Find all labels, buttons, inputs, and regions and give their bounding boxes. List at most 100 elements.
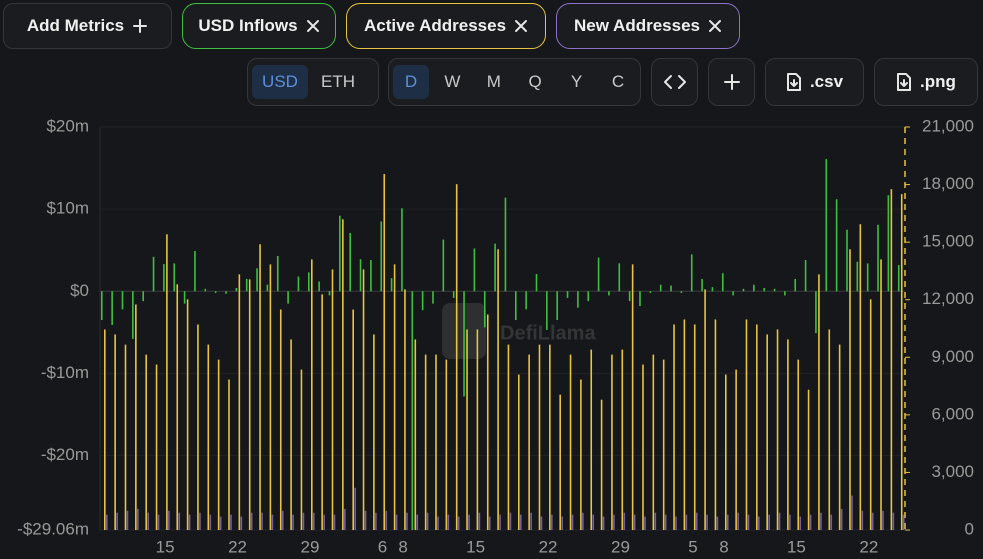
bar (166, 234, 168, 530)
x-tick-label: 29 (301, 537, 320, 556)
bar (869, 299, 872, 530)
y-tick-label: $20m (46, 116, 89, 135)
bar (659, 284, 662, 292)
bar (538, 344, 541, 530)
bar (342, 219, 344, 530)
bar (892, 512, 895, 530)
x-tick-label: 15 (156, 537, 175, 556)
bar (577, 291, 579, 308)
bar (747, 514, 750, 530)
bar (261, 512, 263, 530)
bar (611, 354, 613, 530)
bar (778, 512, 781, 530)
bar (176, 284, 179, 530)
bar (880, 259, 882, 530)
add-metrics-label: Add Metrics (26, 16, 125, 35)
bar (424, 354, 427, 530)
currency-option[interactable]: USD (252, 65, 308, 99)
bar (561, 516, 563, 530)
bar (352, 309, 354, 530)
bar (559, 394, 561, 530)
bar (758, 516, 760, 530)
metric-chip[interactable]: New Addresses (556, 3, 740, 49)
x-tick-label: 6 (378, 537, 387, 556)
add-chart-button[interactable] (708, 58, 755, 106)
bar (846, 229, 848, 292)
bar (121, 291, 124, 310)
bar (623, 512, 626, 530)
bar (279, 309, 282, 530)
bar (468, 514, 470, 530)
bar (373, 334, 375, 530)
bar (163, 264, 165, 292)
bar (773, 288, 776, 292)
bar (135, 304, 137, 530)
export-button[interactable]: .png (874, 58, 978, 106)
bar (571, 514, 574, 530)
bar (784, 291, 786, 296)
bar (556, 291, 558, 321)
bar (494, 243, 496, 292)
period-option[interactable]: Q (528, 72, 542, 91)
bar (701, 278, 703, 292)
bar (902, 514, 905, 530)
period-option[interactable]: M (486, 72, 501, 91)
bar (173, 263, 176, 292)
metric-chip[interactable]: USD Inflows (182, 3, 336, 49)
bar (145, 354, 147, 530)
embed-button[interactable] (651, 58, 698, 106)
bar (426, 512, 429, 530)
bar (675, 516, 677, 530)
bar (178, 512, 181, 530)
bar (566, 291, 569, 298)
bar (259, 244, 261, 530)
bar (745, 319, 748, 530)
bar (245, 278, 248, 292)
bar (266, 284, 269, 292)
period-option[interactable]: Y (570, 72, 583, 91)
bar (621, 349, 624, 530)
period-option[interactable]: D (393, 65, 429, 99)
currency-option[interactable]: ETH (321, 72, 355, 91)
bar (540, 516, 543, 530)
x-tick-label: 5 (688, 537, 697, 556)
bar (155, 364, 158, 530)
bar (890, 189, 893, 531)
bar (794, 278, 797, 292)
bar (799, 516, 802, 530)
bar (642, 364, 644, 530)
bar (530, 512, 532, 530)
metric-chip[interactable]: Active Addresses (346, 3, 546, 49)
export-button[interactable]: .csv (765, 58, 864, 106)
bar (370, 260, 372, 292)
add-metrics-button[interactable]: Add Metrics (3, 3, 172, 49)
bar (106, 514, 108, 530)
period-option[interactable]: C (611, 72, 625, 91)
close-icon (515, 20, 528, 32)
bar (608, 291, 610, 296)
bar (380, 221, 383, 292)
bar (685, 514, 688, 530)
bar (250, 512, 253, 530)
bar (359, 259, 362, 292)
bar (219, 516, 222, 530)
bar (240, 516, 243, 530)
period-option[interactable]: W (444, 72, 461, 91)
bar (825, 159, 828, 292)
bar (871, 512, 874, 530)
bar (856, 261, 859, 292)
bar (404, 289, 406, 530)
bar (486, 314, 489, 530)
x-tick-label: 29 (611, 537, 630, 556)
bar (756, 324, 758, 530)
bar (664, 514, 667, 530)
bar (292, 514, 294, 530)
bar (300, 369, 303, 530)
bar (690, 254, 693, 292)
bar (455, 184, 458, 530)
bar (331, 269, 334, 530)
bar (488, 516, 491, 530)
close-icon (708, 20, 721, 32)
bar (321, 294, 323, 530)
